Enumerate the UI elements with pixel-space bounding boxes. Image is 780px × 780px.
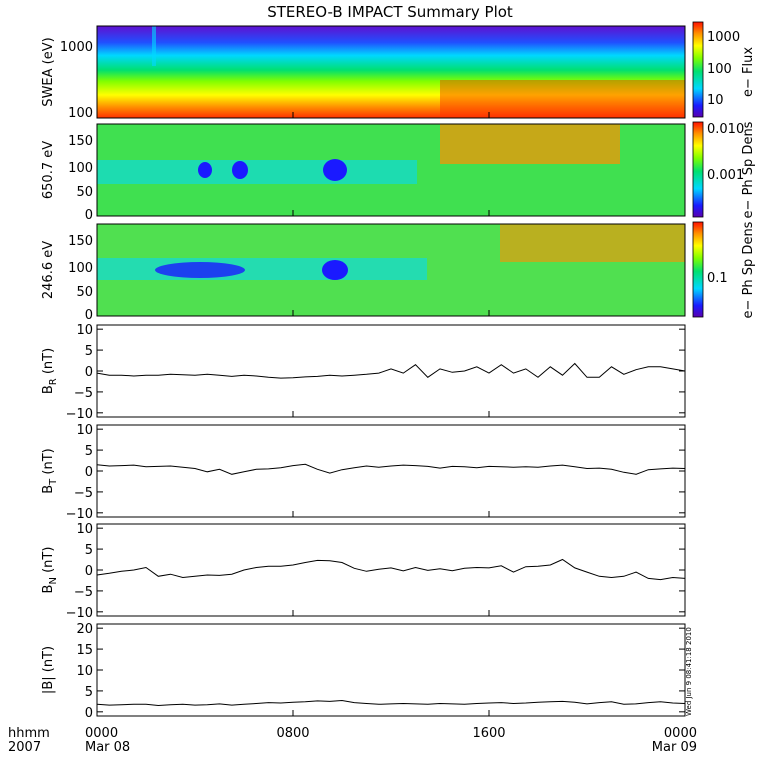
bt-ytick-label: 0 [85,465,93,480]
swea-spike [152,26,156,66]
swea-colorbar-label: e− Flux [741,47,756,97]
swea-panel: SWEA (eV) 1000 100 1000 100 10 e− Flux [41,21,756,121]
pad650-colorbar-tick-0010: 0.010 [707,122,744,137]
bmag-ytick-label: 20 [76,622,93,637]
bn-ytick-label: 0 [85,564,93,579]
swea-ytick-100: 100 [68,106,93,121]
bt-ytick-label: 10 [76,423,93,438]
bt-ylabel: BT (nT) [41,448,59,494]
bn-ylabel: BN (nT) [41,547,59,594]
time-axis-tick-hhmm: 1600 [472,726,505,741]
pad246-ytick-0: 0 [85,308,93,323]
bn-frame [96,523,686,617]
swea-ylabel: SWEA (eV) [41,37,56,106]
time-axis-tick-hhmm: 0800 [276,726,309,741]
bmag-frame [96,623,686,717]
bn-panel: 10 5 0 −5 −10 BN (nT) [41,522,686,621]
bn-series-line [96,558,686,581]
pad246-ytick-50: 50 [76,285,93,300]
pad246-colorbar [692,221,704,318]
bt-ytick-label: 5 [85,444,93,459]
bt-frame [96,424,686,518]
bn-ytick-label: 5 [85,543,93,558]
plot-title: STEREO-B IMPACT Summary Plot [267,3,513,21]
pad650-panel: 650.7 eV 150 100 50 0 0.010 0.001 e− Ph … [41,121,756,223]
bmag-ytick-label: 15 [76,643,93,658]
br-frame [96,324,686,418]
br-ytick-label: 0 [85,365,93,380]
pad650-colorbar [692,121,704,218]
bmag-ytick-label: 5 [85,685,93,700]
bmag-ytick-label: 0 [85,706,93,721]
time-axis-label-hhmm: hhmm [8,726,50,741]
time-axis-tick-hhmm: 0000 [85,726,118,741]
pad246-blue-blob-2 [322,260,348,280]
pad650-ytick-50: 50 [76,185,93,200]
pad650-cyan-stripe [97,160,417,184]
pad246-colorbar-label: e− Ph Sp Dens [741,221,756,318]
time-axis-tick-date: Mar 08 [85,740,130,755]
swea-spectrogram-base [97,26,685,118]
timestamp-stamp: Wed Jun 9 08:41:18 2010 [685,627,693,716]
swea-colorbar [692,21,704,118]
pad650-ytick-0: 0 [85,208,93,223]
pad650-ytick-150: 150 [68,134,93,149]
pad246-ytick-150: 150 [68,234,93,249]
pad246-panel: 246.6 eV 150 100 50 0 0.1 e− Ph Sp Dens [41,221,756,323]
bmag-panel: 20 15 10 5 0 |B| (nT) [41,622,686,721]
bt-panel: 10 5 0 −5 −10 BT (nT) [41,423,686,522]
pad650-blue-blob-2 [323,159,347,181]
bmag-series-line [96,699,686,707]
pad650-frame [96,123,686,217]
time-axis-tick-date: Mar 09 [652,740,697,755]
br-ylabel: BR (nT) [41,348,59,394]
bn-ytick-label: −10 [66,606,93,621]
bn-ytick-label: −5 [74,585,93,600]
bmag-ytick-label: 10 [76,664,93,679]
pad650-colorbar-tick-0001: 0.001 [707,168,744,183]
br-panel: 10 5 0 −5 −10 BR (nT) [41,323,686,422]
swea-colorbar-tick-1000: 1000 [707,30,740,45]
pad650-red-region [440,124,620,164]
pad246-colorbar-tick-01: 0.1 [707,271,728,286]
pad650-ytick-100: 100 [68,161,93,176]
pad246-frame [96,223,686,317]
br-series-line [96,362,686,379]
swea-frame [96,25,686,119]
pad650-blue-blob-1 [232,161,248,179]
swea-colorbar-tick-100: 100 [707,62,732,77]
pad246-orange-region [500,224,685,262]
pad650-ylabel: 650.7 eV [41,141,56,199]
bt-series-line [96,463,686,475]
time-axis-tick-hhmm: 0000 [664,726,697,741]
pad246-ylabel: 246.6 eV [41,241,56,299]
bn-ytick-label: 10 [76,522,93,537]
bmag-ylabel: |B| (nT) [41,646,56,694]
swea-ytick-1000: 1000 [60,40,93,55]
pad650-blue-blob-3 [198,162,212,178]
swea-enhancement-band [440,80,685,118]
swea-colorbar-tick-10: 10 [707,93,724,108]
br-ytick-label: −10 [66,407,93,422]
pad650-colorbar-label: e− Ph Sp Dens [741,121,756,218]
bt-ytick-label: −10 [66,507,93,522]
pad246-blue-stripe [97,258,427,280]
br-ytick-label: 10 [76,323,93,338]
pad246-ytick-100: 100 [68,261,93,276]
bt-ytick-label: −5 [74,486,93,501]
pad246-blue-blob-1 [155,262,245,278]
br-ytick-label: −5 [74,386,93,401]
time-axis-label-year: 2007 [8,740,41,755]
br-ytick-label: 5 [85,344,93,359]
